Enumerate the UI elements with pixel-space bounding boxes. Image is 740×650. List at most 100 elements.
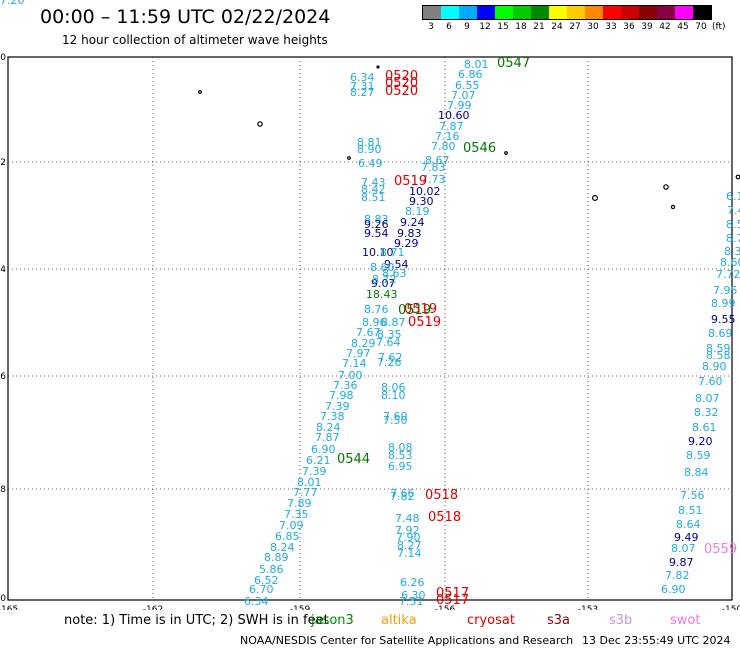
wave-height-label: 8.19 xyxy=(405,205,430,218)
satellite-legend-item: cryosat xyxy=(467,613,515,628)
color-swatch xyxy=(639,6,657,19)
wave-height-label: 7.14 xyxy=(342,357,367,370)
wave-height-label: 8.59 xyxy=(686,449,711,462)
wave-height-label: 7.56 xyxy=(680,489,705,502)
pass-time-label: 0517 xyxy=(436,586,469,601)
wave-height-label: 6.90 xyxy=(661,583,686,596)
wave-height-label: 6.70 xyxy=(249,583,274,596)
color-scale-label: 42 xyxy=(659,22,671,32)
wave-height-label: 9.29 xyxy=(394,237,419,250)
wave-height-label: 7.92 xyxy=(395,524,420,537)
satellite-legend-item: s3b xyxy=(609,613,633,628)
wave-height-label: 7.16 xyxy=(435,130,460,143)
satellite-legend-item: swot xyxy=(670,613,701,628)
wave-height-label: 9.07 xyxy=(371,277,396,290)
wave-height-label: 10.02 xyxy=(409,185,441,198)
pass-time-label: 0546 xyxy=(463,141,496,156)
latitude-tick-label: -28 xyxy=(0,485,6,495)
wave-height-label: 8.61 xyxy=(692,421,717,434)
wave-height-label: 8.58 xyxy=(706,349,731,362)
wave-height-label: 6.30 xyxy=(401,589,426,602)
wave-height-label: 7.72 xyxy=(716,268,740,281)
island-marker xyxy=(670,204,676,210)
wave-height-label: 7.66 xyxy=(390,487,415,500)
wave-height-label: 7.31 xyxy=(350,80,375,93)
wave-height-label: 9.26 xyxy=(364,218,389,231)
wave-height-label: 10.10 xyxy=(362,246,394,259)
wave-height-label: 7.77 xyxy=(293,486,318,499)
wave-height-label: 8.07 xyxy=(695,392,720,405)
wave-height-label: 5.86 xyxy=(259,563,284,576)
longitude-tick-label: -156 xyxy=(435,605,456,610)
wave-height-label: 9.87 xyxy=(669,556,694,569)
wave-height-label: 8.69 xyxy=(708,327,733,340)
wave-height-label: 9.24 xyxy=(400,216,425,229)
wave-height-label: 8.60 xyxy=(370,261,395,274)
color-swatch xyxy=(531,6,549,19)
wave-height-label: 7.87 xyxy=(439,120,464,133)
color-swatch xyxy=(567,6,585,19)
wave-height-label: 8.07 xyxy=(671,542,696,555)
wave-height-label: 7.67 xyxy=(356,326,381,339)
wave-height-label: 9.30 xyxy=(409,195,434,208)
island-marker xyxy=(591,195,598,202)
pass-time-label: 0520 xyxy=(385,84,418,99)
wave-height-label: 7.00 xyxy=(338,369,363,382)
wave-height-label: 7.83 xyxy=(421,161,446,174)
wave-height-label: 8.30 xyxy=(724,245,740,258)
color-swatch xyxy=(621,6,639,19)
wave-height-label: 9.54 xyxy=(384,258,409,271)
wave-height-label: 7.50 xyxy=(383,414,408,427)
wave-height-label: 7.60 xyxy=(698,375,723,388)
wave-height-label: 7.99 xyxy=(447,99,472,112)
wave-height-label: 7.64 xyxy=(376,336,401,349)
color-scale-label: 18 xyxy=(515,22,527,32)
wave-height-label: 8.71 xyxy=(380,246,405,259)
wave-height-label: 7.95 xyxy=(713,284,738,297)
wave-height-label: 9.83 xyxy=(397,227,422,240)
wave-height-label: 8.24 xyxy=(270,541,295,554)
wave-height-label: 8.01 xyxy=(464,58,489,71)
wave-height-label: 7.87 xyxy=(315,431,340,444)
wave-height-label: 6.26 xyxy=(400,576,425,589)
color-scale-label: 9 xyxy=(464,22,470,32)
wave-height-label: 9.49 xyxy=(674,531,699,544)
map-title: 00:00 – 11:59 UTC 02/22/2024 xyxy=(40,6,331,28)
wave-height-label: 7.39 xyxy=(325,400,350,413)
color-scale-unit: (ft) xyxy=(712,22,726,32)
color-scale-label: 15 xyxy=(497,22,509,32)
wave-height-color-scale: 3 6 9 12 15 18 21 24 27 30 33 36 39 42 45 70 xyxy=(422,5,712,32)
wave-height-label: 8.76 xyxy=(364,303,389,316)
wave-height-label: 18.43 xyxy=(366,288,398,301)
footnote: note: 1) Time is in UTC; 2) SWH is in fe… xyxy=(64,613,329,628)
color-swatch xyxy=(603,6,621,19)
color-swatch xyxy=(423,6,441,19)
wave-height-label: 8.50 xyxy=(726,218,740,231)
island-marker xyxy=(663,184,669,190)
color-swatch xyxy=(549,6,567,19)
wave-height-label: 9.55 xyxy=(711,313,736,326)
wave-height-label: 8.63 xyxy=(382,267,407,280)
wave-height-label: 8.72 xyxy=(372,273,397,286)
color-scale-label: 30 xyxy=(587,22,599,32)
wave-height-label: 7.98 xyxy=(329,389,354,402)
longitude-tick-label: -159 xyxy=(290,605,311,610)
wave-height-label: 6.55 xyxy=(455,79,480,92)
wave-height-label: 6.52 xyxy=(254,574,279,587)
wave-height-label: 8.99 xyxy=(711,297,736,310)
pass-time-label: 0559 xyxy=(704,542,737,557)
wave-height-label: 6.86 xyxy=(458,68,483,81)
color-scale-label: 12 xyxy=(479,22,491,32)
wave-height-label: 6.95 xyxy=(388,460,413,473)
wave-height-label: 7.62 xyxy=(378,351,403,364)
pass-time-label: 0519 xyxy=(408,315,441,330)
wave-height-label: 8.96 xyxy=(362,316,387,329)
wave-height-label: 8.29 xyxy=(351,337,376,350)
color-swatch xyxy=(513,6,531,19)
wave-height-label: 8.51 xyxy=(678,504,703,517)
wave-height-label: 6.34 xyxy=(244,595,269,608)
wave-height-label: 7.07 xyxy=(451,89,476,102)
color-swatch xyxy=(495,6,513,19)
color-swatch xyxy=(675,6,693,19)
wave-height-label: 7.46 xyxy=(727,204,740,217)
